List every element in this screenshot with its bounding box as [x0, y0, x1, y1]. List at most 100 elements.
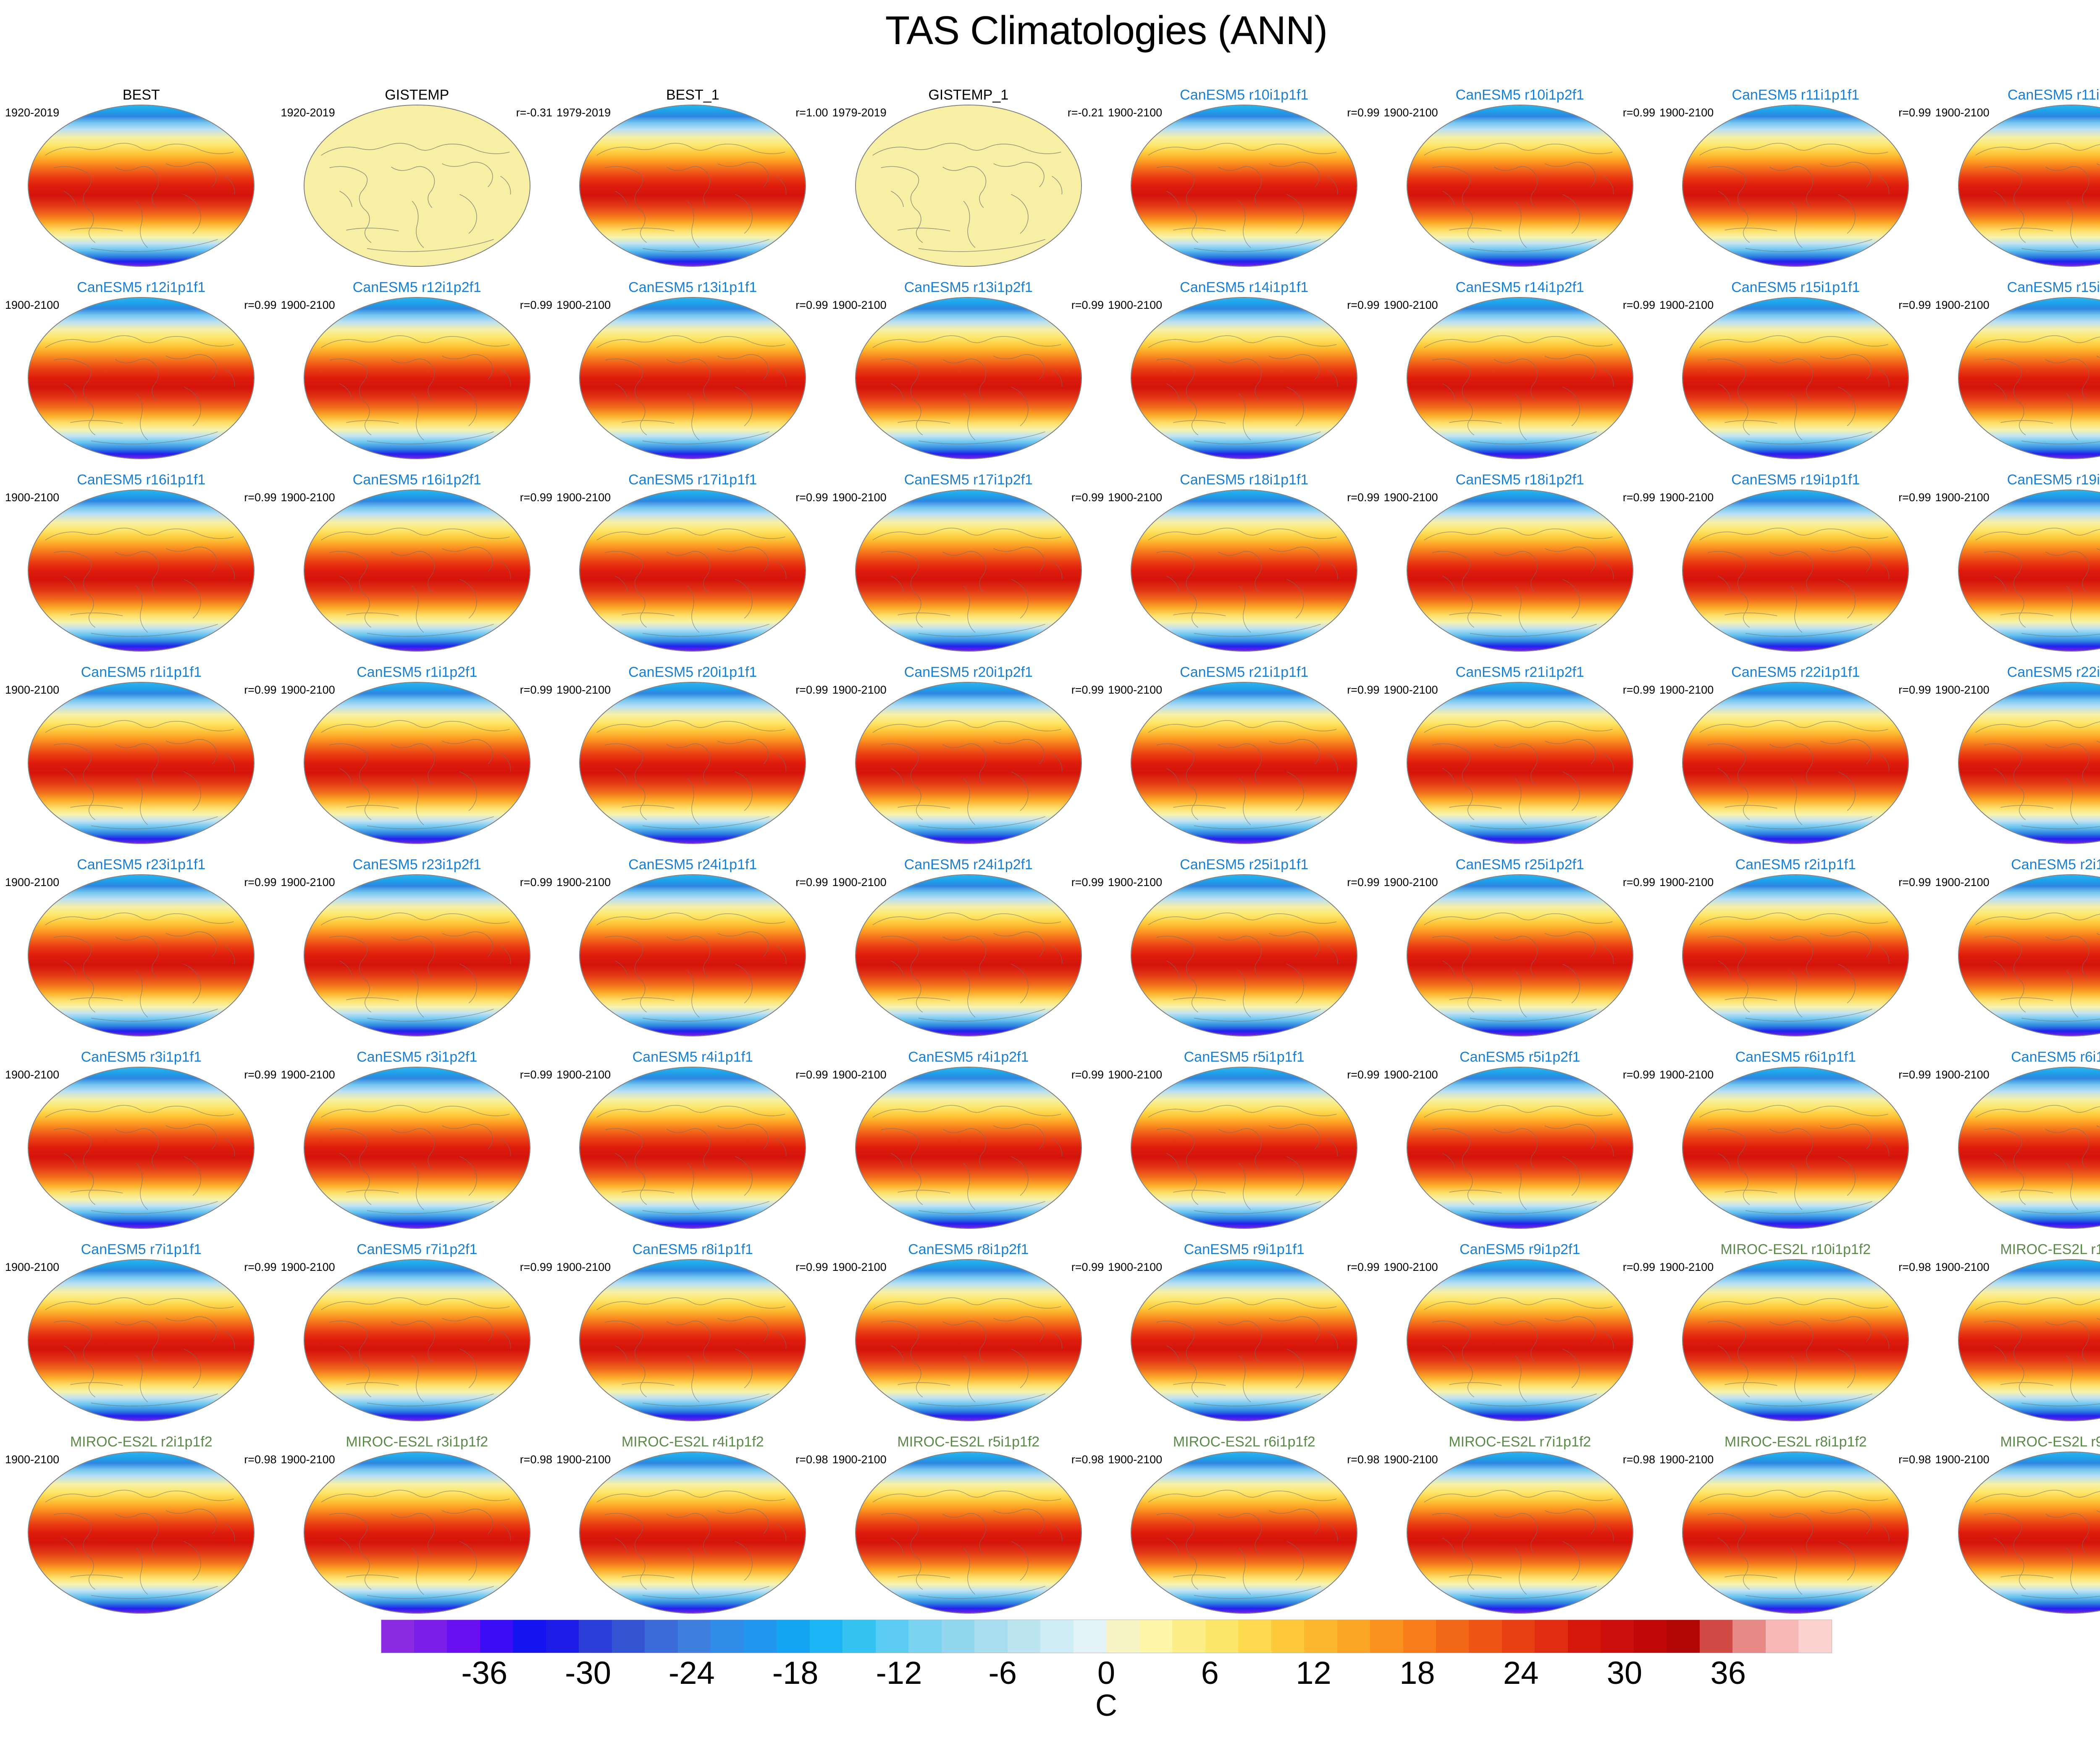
map-panel: CanESM5 r5i1p1f11900-2100r=0.99 [1106, 1048, 1382, 1233]
coastline-overlay [1683, 1068, 1908, 1228]
map-panel: CanESM5 r15i1p1f11900-2100r=0.99 [1658, 279, 1934, 463]
globe-map [1406, 874, 1633, 1036]
colorbar-swatch [1073, 1620, 1107, 1653]
globe-map [303, 1067, 530, 1229]
globe-temperature-field [579, 1067, 806, 1229]
globe-temperature-field [855, 1259, 1082, 1421]
globe-map [1131, 1259, 1358, 1421]
colorbar-swatch [414, 1620, 447, 1653]
globe-map [1682, 105, 1909, 267]
globe-map [303, 874, 530, 1036]
globe-temperature-field [1131, 1259, 1358, 1421]
globe-map [28, 489, 255, 652]
globe-map [303, 1452, 530, 1614]
colorbar-swatch [1667, 1620, 1700, 1653]
temperature-bands [1131, 298, 1357, 458]
globe-map [1958, 489, 2100, 652]
coastline-overlay [304, 490, 530, 651]
coastline-overlay [304, 105, 530, 266]
temperature-bands [304, 683, 530, 843]
globe-temperature-field [1682, 874, 1909, 1036]
colorbar-tick: 0 [1097, 1655, 1116, 1691]
map-panel: CanESM5 r11i1p2f11900-2100r=0.99 [1934, 86, 2100, 271]
temperature-bands [1407, 875, 1633, 1036]
temperature-bands [29, 298, 254, 458]
globe-map [1958, 1067, 2100, 1229]
panel-title: CanESM5 r19i1p2f1 [2007, 472, 2100, 488]
globe-temperature-field [1682, 1259, 1909, 1421]
map-panel: CanESM5 r1i1p2f11900-2100r=0.99 [279, 663, 555, 848]
globe-map [28, 297, 255, 459]
panel-title: CanESM5 r14i1p1f1 [1180, 279, 1309, 295]
coastline-overlay [304, 1260, 530, 1420]
coastline-overlay [856, 875, 1081, 1036]
temperature-bands [1407, 1260, 1633, 1420]
globe-temperature-field [1406, 489, 1633, 652]
globe-map [855, 489, 1082, 652]
coastline-overlay [580, 1260, 805, 1420]
coastline-overlay [580, 1068, 805, 1228]
map-panel: MIROC-ES2L r10i1p1f21900-2100r=0.98 [1658, 1241, 1934, 1425]
colorbar-tick: 24 [1503, 1655, 1539, 1691]
colorbar-swatch [480, 1620, 513, 1653]
temperature-bands [29, 875, 254, 1036]
globe-map [1131, 489, 1358, 652]
coastline-overlay [1959, 1452, 2100, 1613]
coastline-overlay [304, 1068, 530, 1228]
map-panel: CanESM5 r12i1p1f11900-2100r=0.99 [3, 279, 279, 463]
temperature-bands [1131, 1260, 1357, 1420]
panel-title: CanESM5 r2i1p1f1 [1735, 857, 1856, 873]
map-panel: CanESM5 r13i1p2f11900-2100r=0.99 [831, 279, 1107, 463]
globe-temperature-field [1131, 682, 1358, 844]
coastline-overlay [29, 875, 254, 1036]
coastline-overlay [304, 683, 530, 843]
coastline-overlay [29, 105, 254, 266]
colorbar-tick: 6 [1201, 1655, 1219, 1691]
map-panel: CanESM5 r14i1p1f11900-2100r=0.99 [1106, 279, 1382, 463]
map-panel: CanESM5 r9i1p1f11900-2100r=0.99 [1106, 1241, 1382, 1425]
temperature-bands [1407, 298, 1633, 458]
globe-temperature-field [28, 1259, 255, 1421]
map-panel: CanESM5 r18i1p2f11900-2100r=0.99 [1382, 471, 1658, 656]
panel-title: CanESM5 r25i1p2f1 [1455, 857, 1584, 873]
colorbar-unit-label: C [1095, 1689, 1117, 1722]
map-panel: GISTEMP1920-2019r=-0.31 [279, 86, 555, 271]
globe-temperature-field [1958, 297, 2100, 459]
globe-map [1406, 105, 1633, 267]
panel-grid: BEST1920-2019 GISTEMP1920-2019r=-0.31 BE… [3, 86, 2100, 1618]
map-panel: CanESM5 r8i1p2f11900-2100r=0.99 [831, 1241, 1107, 1425]
colorbar-tick-labels: -36 -30 -24 -18 -12 -6 0 6 12 18 24 30 36 [381, 1653, 1832, 1691]
coastline-overlay [29, 683, 254, 843]
panel-title: CanESM5 r18i1p2f1 [1455, 472, 1584, 488]
colorbar-swatch [1633, 1620, 1667, 1653]
panel-title: CanESM5 r3i1p1f1 [81, 1049, 202, 1065]
temperature-bands [1683, 683, 1908, 843]
colorbar-tick: -30 [565, 1655, 611, 1691]
coastline-overlay [1683, 298, 1908, 458]
globe-map [579, 682, 806, 844]
temperature-bands [856, 875, 1081, 1036]
globe-temperature-field [1958, 489, 2100, 652]
colorbar-swatch [1106, 1620, 1139, 1653]
coastline-overlay [304, 298, 530, 458]
temperature-bands [856, 1068, 1081, 1228]
colorbar-tick: -18 [772, 1655, 819, 1691]
temperature-bands [1407, 1452, 1633, 1613]
panel-title: GISTEMP_1 [928, 87, 1009, 103]
globe-temperature-field [1406, 1452, 1633, 1614]
panel-title: GISTEMP [385, 87, 449, 103]
coastline-overlay [1407, 490, 1633, 651]
map-panel: MIROC-ES2L r5i1p1f21900-2100r=0.98 [831, 1433, 1107, 1618]
panel-title: CanESM5 r24i1p1f1 [628, 857, 757, 873]
map-panel: GISTEMP_11979-2019r=-0.21 [831, 86, 1107, 271]
globe-temperature-field [855, 489, 1082, 652]
panel-title: MIROC-ES2L r7i1p1f2 [1449, 1434, 1591, 1450]
map-panel: BEST1920-2019 [3, 86, 279, 271]
globe-map [1682, 1259, 1909, 1421]
coastline-overlay [29, 1068, 254, 1228]
coastline-overlay [580, 490, 805, 651]
panel-title: CanESM5 r16i1p1f1 [77, 472, 206, 488]
colorbar-swatch [612, 1620, 645, 1653]
colorbar-swatch [843, 1620, 876, 1653]
